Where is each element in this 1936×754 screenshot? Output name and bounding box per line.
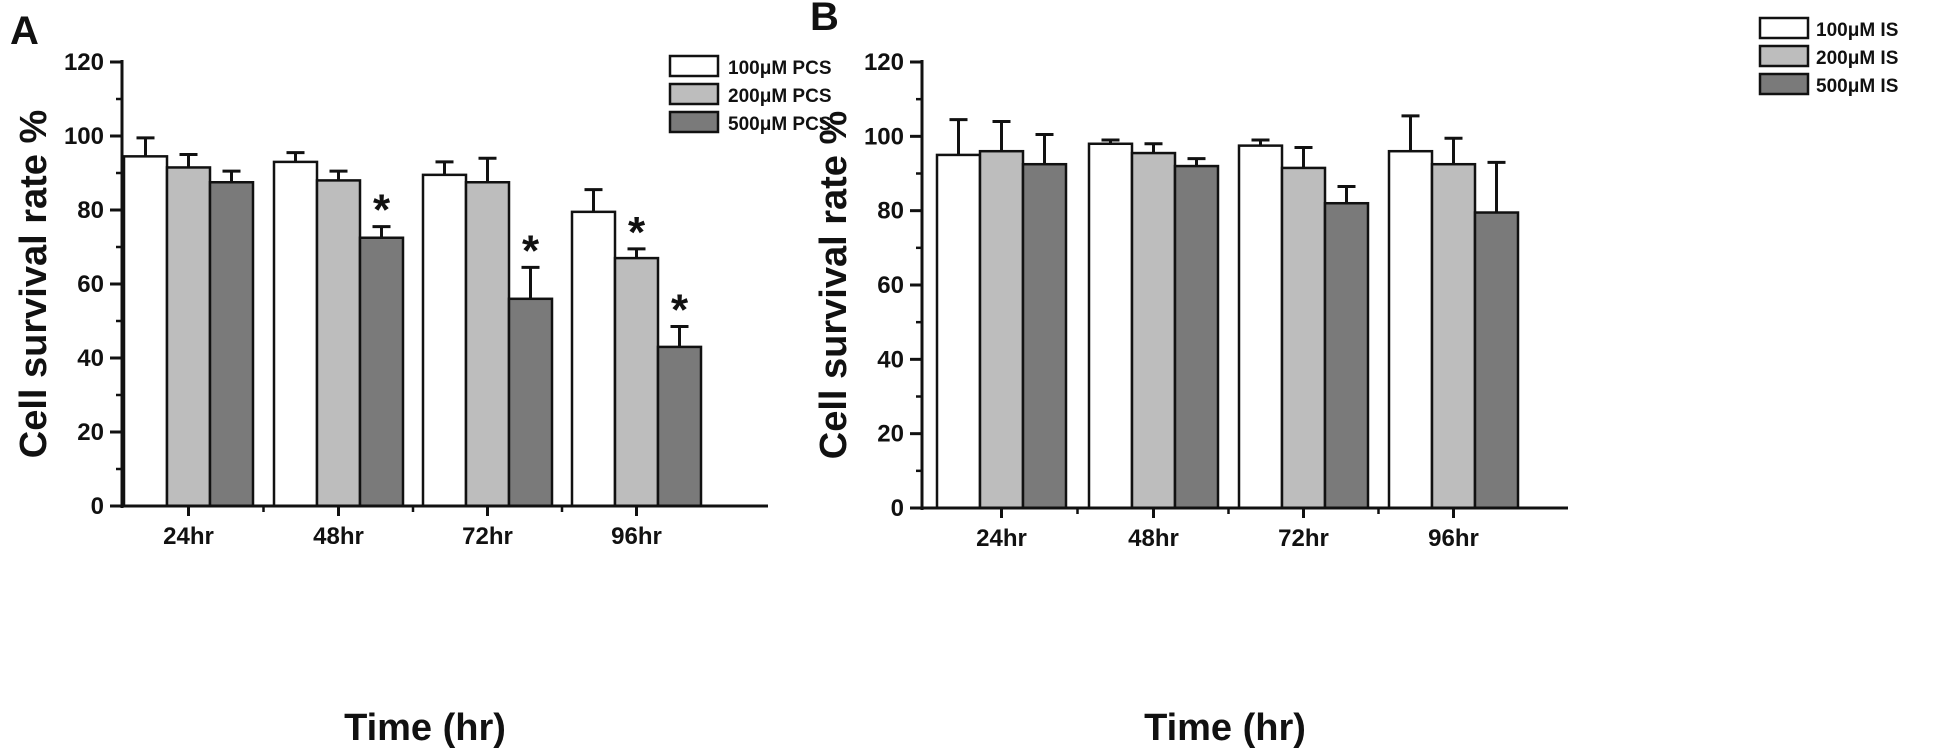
bar — [978, 149, 1025, 510]
y-tick-label: 100 — [64, 123, 104, 150]
significance-marker: * — [671, 286, 689, 335]
bar — [315, 179, 362, 508]
legend-swatch — [668, 82, 720, 106]
panel-letter: A — [10, 9, 39, 53]
legend: 100μM IS 200μM IS 500μM IS — [1758, 16, 1898, 97]
y-tick-label: 40 — [877, 346, 904, 373]
bar — [613, 256, 660, 508]
bar — [1473, 211, 1520, 510]
x-axis-title: Time (hr) — [344, 707, 506, 749]
bar — [1387, 149, 1434, 510]
y-axis-title: Cell survival rate % — [13, 110, 55, 459]
bar — [1173, 164, 1220, 510]
bar — [1323, 201, 1370, 510]
significance-marker: * — [373, 186, 391, 235]
y-tick-label: 0 — [891, 495, 904, 522]
legend-label: 500μM PCS — [728, 114, 832, 135]
legend-swatch — [668, 54, 720, 78]
y-tick-label: 0 — [91, 493, 104, 520]
bar — [165, 166, 212, 508]
y-tick-label: 60 — [877, 272, 904, 299]
bar — [507, 297, 554, 508]
bar — [570, 210, 617, 508]
bar — [122, 155, 169, 508]
bar — [1087, 142, 1134, 510]
x-tick-label: 48hr — [1128, 525, 1179, 552]
bar — [656, 345, 703, 508]
bar — [1130, 151, 1177, 510]
legend-label: 200μM PCS — [728, 86, 832, 107]
legend-label: 500μM IS — [1816, 76, 1898, 97]
y-tick-label: 80 — [877, 198, 904, 225]
bar — [421, 173, 468, 508]
x-tick-label: 48hr — [313, 523, 364, 550]
chart-panel-a: A * * * * 0 20 40 60 80 100 120 24hr 48hr 72hr 96hr Time… — [10, 9, 832, 749]
bar — [358, 236, 405, 508]
bar — [272, 160, 319, 508]
legend-swatch — [668, 110, 720, 134]
y-tick-label: 120 — [64, 49, 104, 76]
legend-label: 200μM IS — [1816, 48, 1898, 69]
x-tick-label: 72hr — [1278, 525, 1329, 552]
significance-marker: * — [628, 208, 646, 257]
y-tick-label: 20 — [77, 419, 104, 446]
x-axis-title: Time (hr) — [1144, 707, 1306, 749]
bar — [1280, 166, 1327, 510]
bar — [464, 181, 511, 508]
y-axis-title: Cell survival rate % — [813, 111, 855, 460]
y-tick-label: 20 — [877, 421, 904, 448]
bar — [1021, 162, 1068, 510]
y-tick-label: 120 — [864, 49, 904, 76]
y-tick-label: 100 — [864, 123, 904, 150]
y-tick-label: 40 — [77, 345, 104, 372]
x-tick-label: 24hr — [976, 525, 1027, 552]
legend-label: 100μM IS — [1816, 20, 1898, 41]
bar — [1237, 144, 1284, 510]
panel-letter: B — [810, 0, 839, 39]
legend-swatch — [1758, 72, 1810, 96]
chart-panel-b: B 0 20 40 60 80 100 120 24hr 48hr 72hr 96hr Time (hr… — [810, 0, 1898, 749]
bar — [1430, 162, 1477, 510]
legend: 100μM PCS 200μM PCS 500μM PCS — [668, 54, 832, 135]
y-tick-label: 80 — [77, 197, 104, 224]
legend-swatch — [1758, 16, 1810, 40]
bar — [935, 153, 982, 510]
bar — [208, 181, 255, 508]
x-tick-label: 72hr — [462, 523, 513, 550]
x-tick-label: 96hr — [611, 523, 662, 550]
legend-label: 100μM PCS — [728, 58, 832, 79]
y-tick-label: 60 — [77, 271, 104, 298]
x-tick-label: 96hr — [1428, 525, 1479, 552]
significance-marker: * — [522, 226, 540, 275]
legend-swatch — [1758, 44, 1810, 68]
x-tick-label: 24hr — [163, 523, 214, 550]
